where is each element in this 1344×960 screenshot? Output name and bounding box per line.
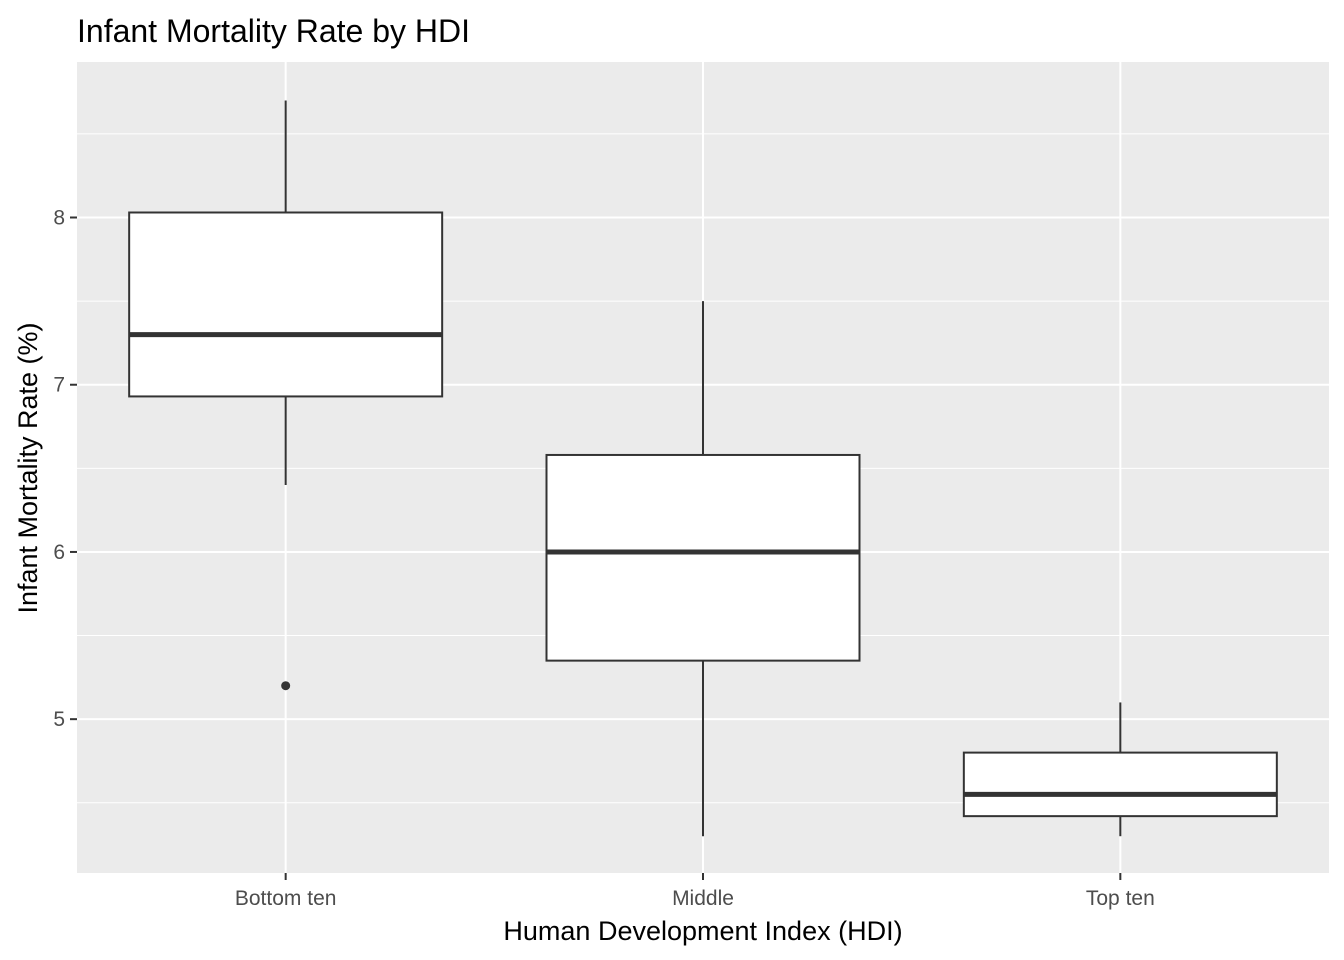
- box-group-top-ten: [962, 702, 1278, 837]
- y-tick-label: 8: [53, 207, 65, 230]
- box-group-bottom-ten: [128, 100, 444, 691]
- box-iqr: [545, 453, 861, 662]
- chart-title: Infant Mortality Rate by HDI: [77, 13, 470, 49]
- y-tick-label: 7: [53, 374, 65, 397]
- x-axis-title: Human Development Index (HDI): [503, 916, 902, 946]
- boxes: [128, 100, 1278, 837]
- y-axis: 5 6 7 8: [53, 207, 77, 731]
- box-iqr: [962, 751, 1278, 818]
- box-group-middle: [545, 301, 861, 837]
- x-tick-label: Bottom ten: [235, 887, 337, 910]
- outlier-point: [281, 681, 291, 691]
- y-tick-label: 6: [53, 541, 65, 564]
- y-axis-title: Infant Mortality Rate (%): [13, 322, 43, 613]
- box-iqr: [128, 211, 444, 398]
- x-axis: Bottom ten Middle Top ten: [235, 873, 1155, 910]
- y-tick-label: 5: [53, 708, 65, 731]
- x-tick-label: Top ten: [1086, 887, 1155, 910]
- x-tick-label: Middle: [672, 887, 734, 910]
